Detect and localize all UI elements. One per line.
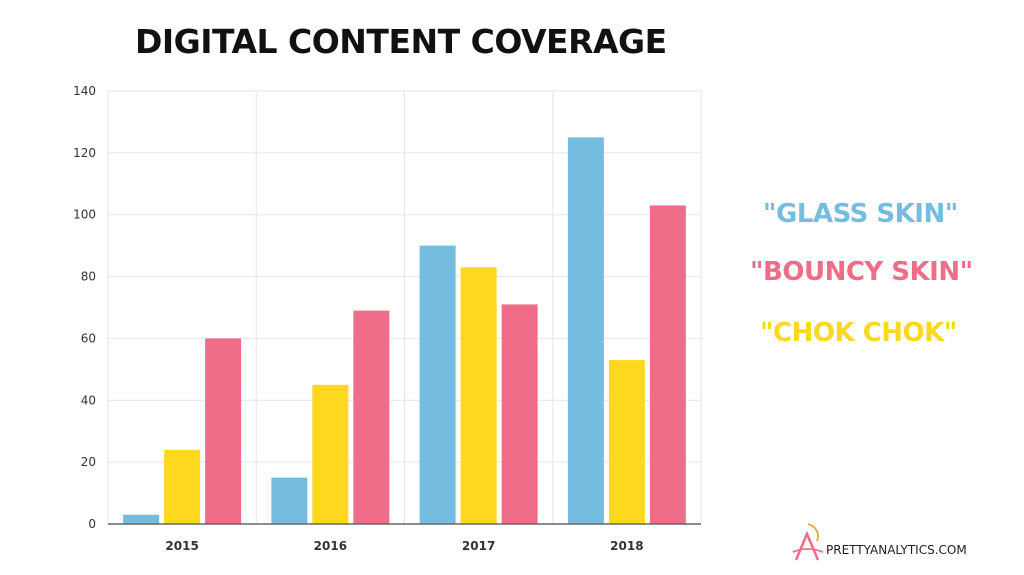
bar-2015-series-0 bbox=[123, 514, 160, 524]
bar-2017-series-2 bbox=[501, 304, 538, 524]
tick-labels: 0 20 40 60 80 100 120 140 2015 2016 2017 2018 bbox=[73, 84, 643, 553]
y-tick-label: 80 bbox=[81, 270, 96, 284]
bar-2017-series-1 bbox=[460, 267, 497, 524]
y-tick-label: 20 bbox=[81, 455, 96, 469]
x-tick-label: 2017 bbox=[462, 539, 495, 553]
bar-2016-series-2 bbox=[353, 310, 390, 524]
y-tick-label: 60 bbox=[81, 331, 96, 345]
logo-text: PRETTYANALYTICS.COM bbox=[826, 543, 967, 557]
logo-mark-icon bbox=[792, 523, 824, 561]
legend-item-glass-skin: "GLASS SKIN" bbox=[763, 199, 958, 229]
y-tick-label: 120 bbox=[73, 146, 96, 160]
bar-2015-series-1 bbox=[164, 449, 201, 524]
bar-chart: 0 20 40 60 80 100 120 140 2015 2016 2017 2018 bbox=[73, 84, 702, 553]
y-tick-label: 140 bbox=[73, 84, 96, 98]
legend-item-bouncy-skin: "BOUNCY SKIN" bbox=[750, 257, 973, 287]
bar-2018-series-1 bbox=[608, 360, 645, 524]
y-tick-label: 100 bbox=[73, 208, 96, 222]
x-tick-label: 2016 bbox=[314, 539, 347, 553]
bar-2016-series-0 bbox=[271, 477, 308, 524]
bars bbox=[123, 137, 686, 524]
x-tick-label: 2018 bbox=[610, 539, 643, 553]
x-tick-label: 2015 bbox=[165, 539, 198, 553]
y-tick-label: 40 bbox=[81, 393, 96, 407]
bar-2018-series-2 bbox=[649, 205, 686, 524]
bar-2018-series-0 bbox=[567, 137, 604, 524]
legend-item-chok-chok: "CHOK CHOK" bbox=[760, 318, 957, 348]
y-tick-label: 0 bbox=[88, 517, 96, 531]
brand-logo: PRETTYANALYTICS.COM bbox=[790, 520, 990, 564]
bar-2015-series-2 bbox=[205, 338, 242, 524]
bar-2016-series-1 bbox=[312, 384, 349, 524]
chart-title: DIGITAL CONTENT COVERAGE bbox=[135, 22, 667, 61]
bar-2017-series-0 bbox=[419, 245, 456, 524]
